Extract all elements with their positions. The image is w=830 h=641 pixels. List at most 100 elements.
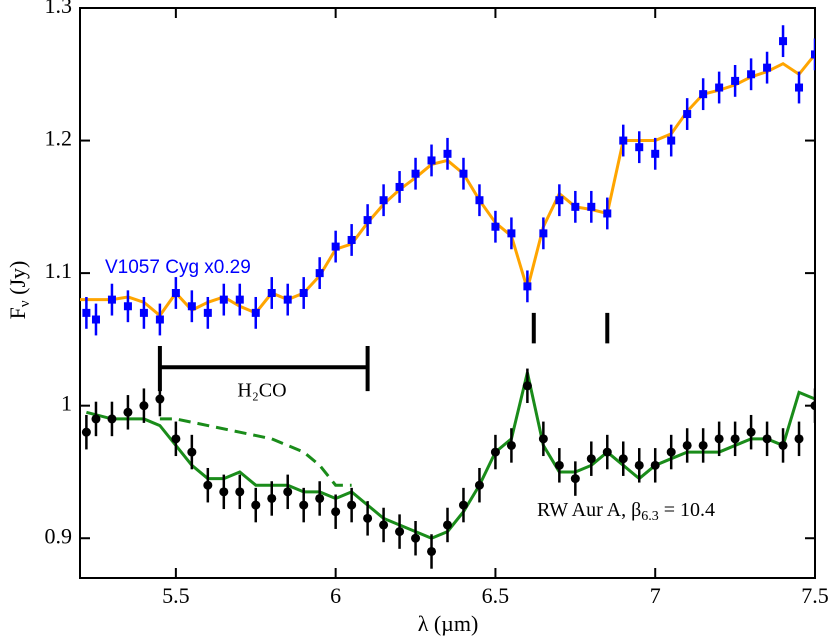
lower-label-sub: 6.3 (641, 509, 659, 524)
data-point (778, 440, 788, 450)
data-point (187, 302, 196, 311)
data-point (411, 169, 420, 178)
data-point (267, 493, 277, 503)
data-point (81, 427, 91, 437)
data-point (651, 149, 660, 158)
data-point (746, 427, 756, 437)
data-point (123, 407, 133, 417)
data-point (555, 196, 564, 205)
data-point (795, 83, 804, 92)
data-point (283, 295, 292, 304)
upper-label: V1057 Cyg x0.29 (105, 257, 251, 278)
data-point (139, 401, 149, 411)
data-point (714, 434, 724, 444)
data-point (554, 460, 564, 470)
y-axis-label: Fν (Jy) (5, 261, 33, 320)
data-point (587, 202, 596, 211)
data-point (235, 487, 245, 497)
data-point (203, 308, 212, 317)
data-point (730, 434, 740, 444)
data-point (763, 63, 772, 72)
data-point (490, 447, 500, 457)
data-point (171, 434, 181, 444)
data-point (811, 50, 815, 59)
data-point (603, 209, 612, 218)
data-point (539, 229, 548, 238)
data-point (91, 414, 101, 424)
data-point (363, 216, 372, 225)
data-point (395, 182, 404, 191)
data-point (187, 447, 197, 457)
y-tick-label: 1 (61, 391, 72, 416)
data-point (219, 295, 228, 304)
data-point (299, 289, 308, 297)
y-label-main: F (5, 307, 30, 319)
data-point (315, 269, 324, 278)
data-point (507, 229, 516, 238)
data-point (235, 295, 244, 304)
x-tick-label: 7 (650, 583, 661, 608)
lower-label-rest: = 10.4 (659, 499, 715, 521)
data-point (731, 76, 740, 85)
data-point (586, 454, 596, 464)
data-point (267, 289, 276, 297)
data-point (491, 222, 500, 231)
data-point (82, 308, 91, 317)
data-point (379, 196, 388, 205)
data-point (347, 500, 357, 510)
data-point (395, 527, 405, 537)
data-point (698, 440, 708, 450)
data-point (331, 507, 341, 517)
y-tick-label: 0.9 (45, 523, 73, 548)
data-point (155, 394, 165, 404)
data-point (475, 196, 484, 205)
data-point (299, 500, 309, 510)
data-point (171, 289, 180, 297)
data-point (794, 434, 804, 444)
y-label-sub: ν (17, 300, 33, 307)
y-tick-label: 1.1 (45, 258, 73, 283)
data-point (315, 493, 325, 503)
data-point (699, 90, 708, 99)
data-point (474, 480, 484, 490)
data-point (683, 110, 692, 119)
data-point (91, 315, 100, 324)
data-point (155, 315, 164, 324)
model-dashed-line (159, 417, 352, 487)
y-label-rest: (Jy) (5, 261, 30, 301)
bracket-label: H₂CO (237, 380, 286, 402)
data-point (219, 487, 229, 497)
data-point (571, 202, 580, 211)
data-point (203, 480, 213, 490)
data-point (682, 440, 692, 450)
data-point (522, 381, 532, 391)
data-point (363, 513, 373, 523)
data-point (506, 440, 516, 450)
data-point (411, 533, 421, 543)
x-tick-label: 6.5 (482, 583, 510, 608)
data-point (427, 546, 437, 556)
data-point (139, 308, 148, 317)
data-point (251, 308, 260, 317)
data-point (443, 149, 452, 158)
x-tick-label: 7.5 (801, 583, 829, 608)
x-tick-label: 6 (330, 583, 341, 608)
data-point (667, 136, 676, 145)
data-point (123, 302, 132, 311)
data-point (443, 520, 452, 530)
data-point (331, 242, 340, 251)
data-point (523, 282, 532, 291)
lower-label: RW Aur A, β6.3 = 10.4 (537, 499, 715, 525)
data-point (107, 295, 116, 304)
data-point (762, 434, 772, 444)
data-point (810, 401, 815, 411)
y-tick-label: 1.3 (45, 0, 73, 18)
data-point (666, 447, 676, 457)
data-point (618, 454, 628, 464)
data-point (635, 143, 644, 152)
data-point (715, 83, 724, 92)
data-point (459, 169, 468, 178)
lower-label-main: RW Aur A, β (537, 499, 641, 521)
data-point (747, 70, 756, 79)
